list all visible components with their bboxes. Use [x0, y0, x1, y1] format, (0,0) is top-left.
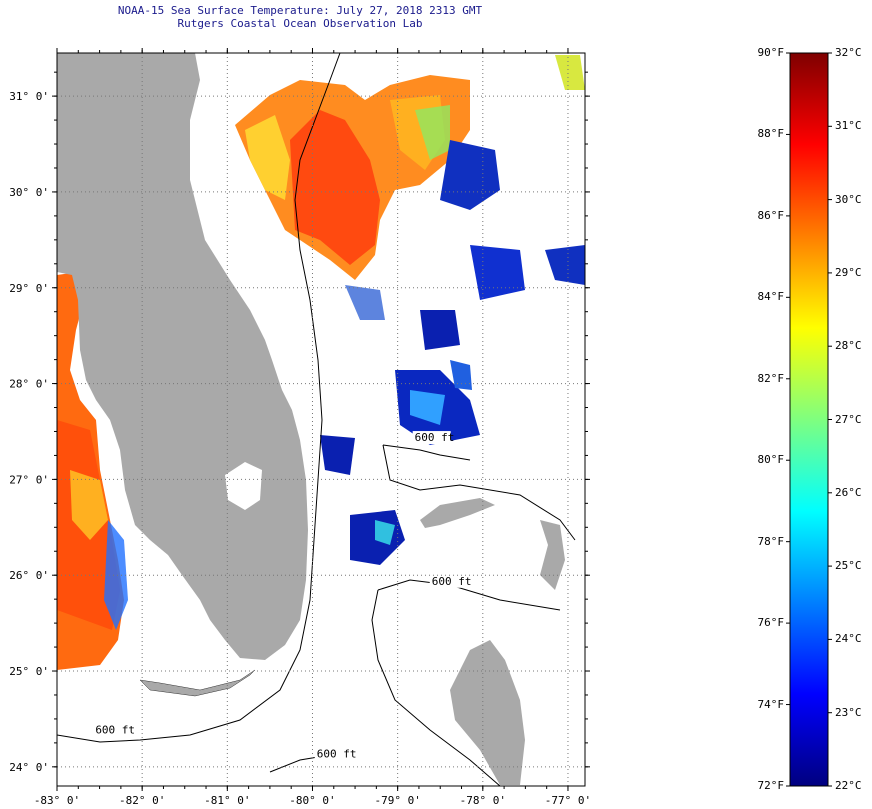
- colorbar-f-label: 88°F: [757, 127, 785, 141]
- contour-600ft-florida: [57, 53, 341, 743]
- sst-gulf-cool: [104, 520, 128, 630]
- colorbar-f-label: 72°F: [757, 779, 785, 792]
- lon-tick-label: -81° 0': [204, 794, 250, 807]
- contour-600ft-tongue: [371, 589, 501, 786]
- axis-ticks: [52, 48, 590, 791]
- sst-cool-patch-1: [440, 140, 500, 210]
- grid-lines: [57, 53, 585, 786]
- colorbar: [789, 52, 829, 787]
- contour-label: 600 ft: [432, 575, 472, 588]
- sst-cool-patch-2: [470, 245, 525, 300]
- sst-cool-patch-4: [420, 310, 460, 350]
- sst-data-layer: [57, 55, 585, 670]
- lat-tick-label: 26° 0': [9, 569, 49, 582]
- lat-tick-label: 28° 0': [9, 378, 49, 391]
- land-andros: [450, 640, 525, 785]
- sst-cool-patch-9: [345, 285, 385, 320]
- colorbar-c-label: 29°C: [835, 265, 862, 279]
- lon-tick-label: -83° 0': [34, 794, 80, 807]
- colorbar-f-label: 80°F: [757, 453, 785, 467]
- colorbar-c-label: 22°C: [835, 779, 862, 792]
- colorbar-c-label: 23°C: [835, 705, 862, 719]
- contour-label-bg: [429, 574, 468, 588]
- map-title: NOAA-15 Sea Surface Temperature: July 27…: [117, 4, 483, 17]
- colorbar-c-label: 31°C: [835, 119, 862, 133]
- colorbar-c-label: 26°C: [835, 485, 862, 499]
- sst-ne-yellow: [555, 55, 585, 90]
- lat-tick-label: 25° 0': [9, 665, 49, 678]
- contour-600ft-bahamas-north-b: [382, 444, 471, 461]
- map-frame: [56, 52, 586, 787]
- contour-labels: 600 ft 600 ft 600 ft 600 ft: [93, 431, 472, 761]
- sst-cool-patch-5b: [410, 390, 445, 425]
- colorbar-f-label: 82°F: [757, 371, 785, 385]
- colorbar-c-label: 27°C: [835, 412, 862, 426]
- contour-600ft-bahamas-north: [382, 444, 576, 541]
- contour-label: 600 ft: [415, 431, 455, 444]
- colorbar-ticks: [786, 52, 832, 787]
- contour-label: 600 ft: [317, 747, 357, 760]
- colorbar-f-label: 78°F: [757, 534, 785, 548]
- colorbar-c-label: 28°C: [835, 339, 862, 353]
- lake-okeechobee: [225, 462, 262, 510]
- colorbar-c-label: 32°C: [835, 46, 862, 59]
- land-abaco: [540, 520, 565, 590]
- colorbar-c-label: 24°C: [835, 632, 862, 646]
- lon-tick-label: -77° 0': [545, 794, 591, 807]
- lon-tick-label: -79° 0': [374, 794, 420, 807]
- land-florida-keys: [139, 669, 256, 697]
- colorbar-f-label: 74°F: [757, 697, 785, 711]
- contour-label-bg: [314, 747, 353, 761]
- lon-tick-label: -78° 0': [460, 794, 506, 807]
- map-subtitle: Rutgers Coastal Ocean Observation Lab: [177, 17, 423, 30]
- lon-tick-label: -82° 0': [119, 794, 165, 807]
- lat-tick-label: 31° 0': [9, 90, 49, 103]
- sst-cool-patch-8b: [375, 520, 395, 545]
- colorbar-f-label: 84°F: [757, 290, 785, 304]
- longitude-labels: -83° 0' -82° 0' -81° 0' -80° 0' -79° 0' -78° …: [34, 794, 591, 807]
- colorbar-c-label: 30°C: [835, 192, 862, 206]
- colorbar-f-label: 76°F: [757, 616, 785, 630]
- land-grand-bahama: [420, 498, 495, 528]
- sst-atlantic-hot: [290, 110, 380, 265]
- sst-atlantic-green: [415, 105, 450, 160]
- latitude-labels: 31° 0' 30° 0' 29° 0' 28° 0' 27° 0' 26° 0' 25° …: [9, 90, 49, 774]
- sst-cool-patch-3: [545, 245, 585, 285]
- contour-label: 600 ft: [95, 723, 135, 736]
- colorbar-c-label: 25°C: [835, 559, 862, 573]
- contour-label-bg: [412, 431, 451, 445]
- colorbar-f-label: 90°F: [757, 46, 785, 59]
- map-plot-area: 600 ft 600 ft 600 ft 600 ft: [57, 53, 585, 786]
- colorbar-f-label: 86°F: [757, 208, 785, 222]
- sst-cool-patch-7: [320, 435, 355, 475]
- contour-label-bg: [93, 723, 132, 737]
- lat-tick-label: 29° 0': [9, 282, 49, 295]
- lat-tick-label: 27° 0': [9, 473, 49, 486]
- sst-gulf-yellow: [70, 470, 108, 540]
- lon-tick-label: -80° 0': [289, 794, 335, 807]
- lat-tick-label: 24° 0': [9, 761, 49, 774]
- lat-tick-label: 30° 0': [9, 186, 49, 199]
- sst-atlantic-yellow: [245, 115, 290, 200]
- sst-cool-patch-6: [450, 360, 472, 390]
